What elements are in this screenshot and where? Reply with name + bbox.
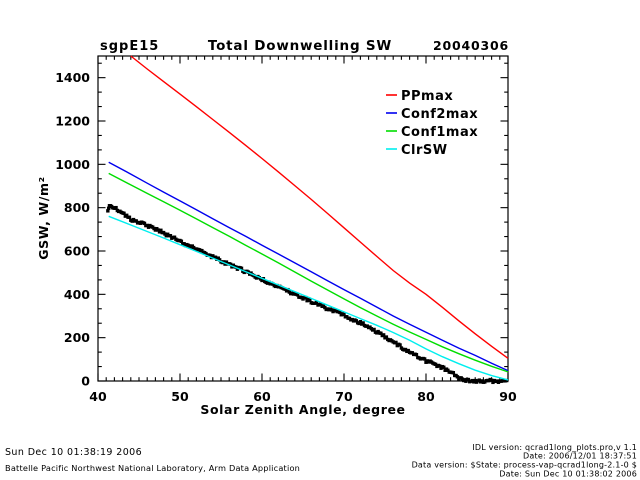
x-tick-label: 70 — [335, 389, 353, 404]
idl-version-line: IDL version: qcrad1long_plots.pro,v 1.1 — [472, 443, 637, 452]
axis-ticks — [97, 56, 509, 382]
x-axis-title: Solar Zenith Angle, degree — [200, 402, 405, 417]
legend: PPmax Conf2max Conf1max ClrSW — [386, 89, 478, 158]
legend-label: PPmax — [401, 89, 453, 104]
y-tick-label: 200 — [64, 330, 90, 345]
y-tick-label: 800 — [64, 200, 90, 215]
idl-date-line: Date: 2006/12/01 18:37:51 — [523, 452, 637, 461]
organization-label: Battelle Pacific Northwest National Labo… — [5, 463, 300, 473]
x-tick-label: 80 — [417, 389, 435, 404]
legend-label: ClrSW — [401, 143, 448, 158]
y-tick-label: 600 — [64, 244, 90, 259]
tick-labels: 40 50 60 70 80 90 0 200 400 600 800 1000 1200 1400 — [55, 70, 517, 404]
creation-timestamp: Sun Dec 10 01:38:19 2006 — [5, 447, 142, 458]
y-tick-label: 1400 — [55, 70, 90, 85]
plot-title: Total Downwelling SW — [208, 38, 392, 54]
legend-label: Conf1max — [401, 125, 478, 140]
y-axis-title: GSW, W/m² — [36, 176, 51, 259]
x-tick-label: 50 — [171, 389, 189, 404]
y-tick-label: 0 — [81, 374, 90, 389]
series-conf2max — [108, 161, 509, 372]
y-tick-label: 1200 — [55, 114, 90, 129]
series-gsw-measured — [106, 204, 509, 385]
data-series — [106, 55, 509, 385]
x-tick-label: 90 — [499, 389, 517, 404]
x-tick-label: 60 — [253, 389, 271, 404]
date-label: 20040306 — [433, 38, 509, 53]
series-conf1max — [108, 172, 509, 373]
data-version-line: Data version: $State: process-vap-qcrad1… — [412, 461, 637, 470]
legend-label: Conf2max — [401, 107, 478, 122]
site-label: sgpE15 — [100, 39, 159, 54]
x-tick-label: 40 — [89, 389, 107, 404]
y-tick-label: 1000 — [55, 157, 90, 172]
series-ppmax — [130, 55, 509, 359]
data-date-line: Date: Sun Dec 10 01:38:02 2006 — [499, 470, 637, 479]
plot-frame — [97, 55, 509, 382]
y-tick-label: 400 — [64, 287, 90, 302]
series-clrsw — [108, 215, 509, 381]
